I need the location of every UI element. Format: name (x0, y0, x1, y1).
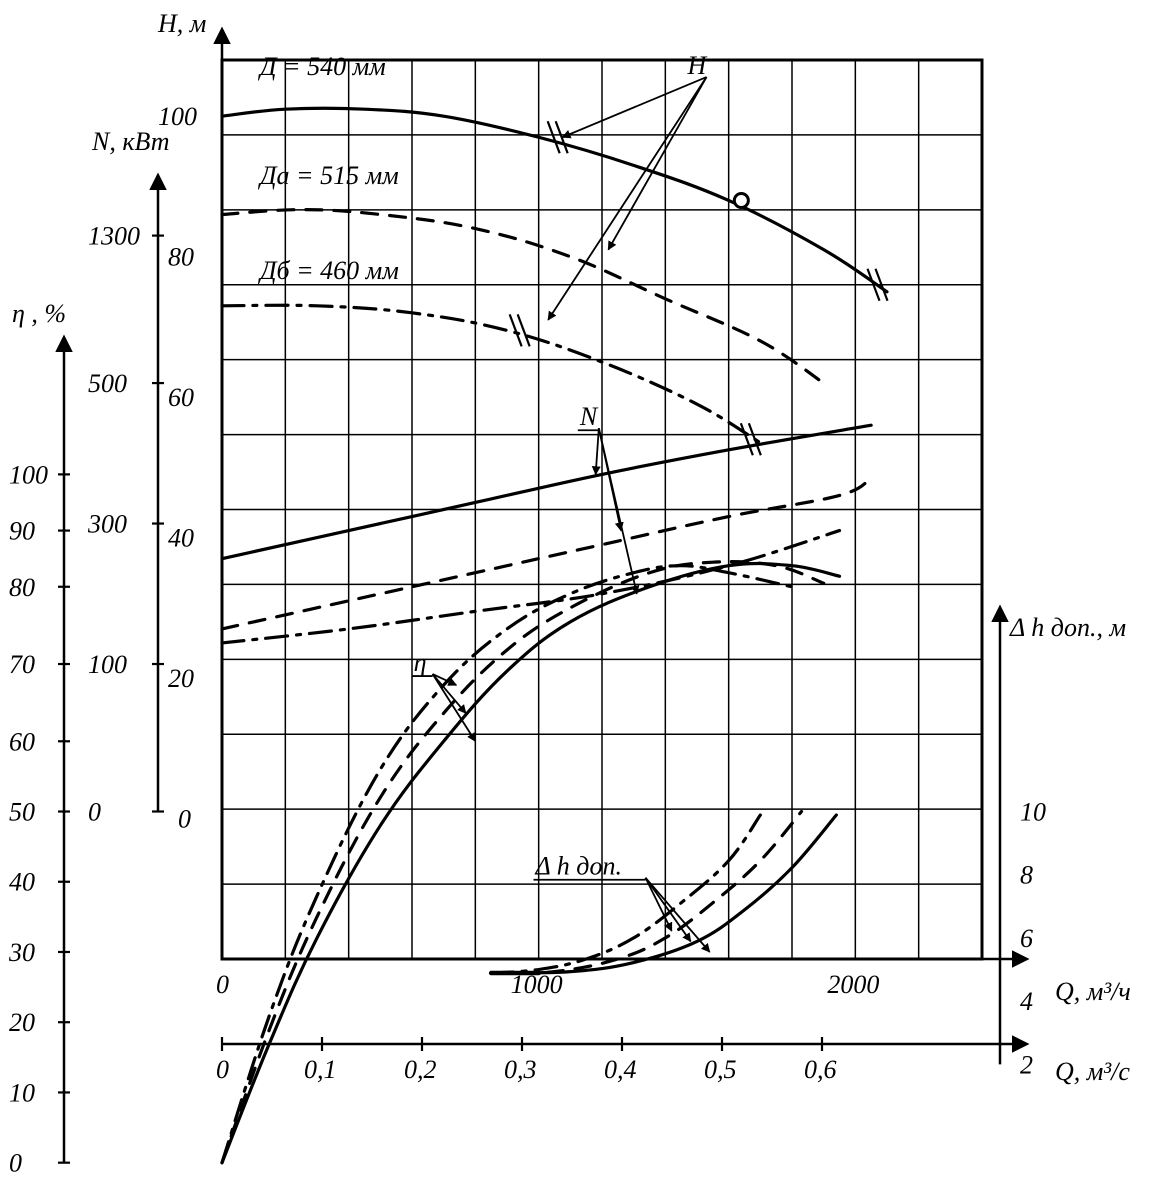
axis-dh-tick: 4 (1020, 987, 1033, 1016)
axis-eta-tick: 40 (9, 868, 35, 897)
pump-characteristic-chart: H, м100806040200N, кВт13005003001000η , … (0, 0, 1169, 1200)
axis-H-tick: 60 (168, 383, 194, 412)
curve-dh-solid (491, 815, 836, 973)
axis-eta-tick: 20 (9, 1008, 35, 1037)
axis-dh-tick: 2 (1020, 1050, 1033, 1079)
axis-N-title: N, кВт (91, 127, 169, 156)
axis-Qh-tick: 0 (216, 970, 229, 999)
axis-eta-tick: 80 (9, 573, 35, 602)
label-Db460: Дб = 460 мм (257, 256, 399, 285)
axis-N-tick: 1300 (88, 222, 140, 251)
axis-dh-tick: 10 (1020, 798, 1046, 827)
callout-N: N (579, 402, 599, 431)
axis-Qs-tick: 0,1 (304, 1055, 337, 1084)
axis-H-title: H, м (157, 9, 206, 38)
axis-Qs-tick: 0,5 (704, 1055, 737, 1084)
axis-Qs-tick: 0,6 (804, 1055, 837, 1084)
curve-H-dashdot (222, 305, 760, 443)
callout-H: H (687, 51, 708, 80)
axis-Qh-tick: 2000 (827, 970, 879, 999)
axis-N-tick: 500 (88, 369, 127, 398)
axis-N-tick: 0 (88, 798, 101, 827)
axis-eta-tick: 0 (9, 1149, 22, 1178)
curve-N-solid (222, 425, 871, 558)
curve-H-dashed (222, 210, 824, 383)
axis-eta-tick: 30 (8, 938, 35, 967)
axis-Qs-tick: 0,3 (504, 1055, 537, 1084)
axis-dh-tick: 8 (1020, 861, 1033, 890)
axis-dh-title: Δ h доп., м (1009, 613, 1126, 642)
axis-H-tick: 40 (168, 524, 194, 553)
axis-H-tick: 20 (168, 664, 194, 693)
axis-Qs-tick: 0,2 (404, 1055, 437, 1084)
axis-Qh-title: Q, м³/ч (1055, 977, 1131, 1006)
axis-Qs-tick: 0 (216, 1055, 229, 1084)
axis-eta-tick: 100 (9, 460, 48, 489)
callout-N-pointer (599, 428, 637, 594)
callout-dh-pointer (646, 878, 691, 942)
axis-Qs-title: Q, м³/с (1055, 1057, 1130, 1086)
axis-dh-tick: 6 (1020, 924, 1033, 953)
curve-dh-dashed (491, 812, 801, 974)
axis-H-tick: 80 (168, 243, 194, 272)
axis-eta-title: η , % (12, 299, 66, 328)
axis-eta-tick: 50 (9, 798, 35, 827)
callout-H-pointer (562, 77, 706, 137)
axis-H-tick: 0 (178, 805, 191, 834)
axis-Qs-tick: 0,4 (604, 1055, 637, 1084)
curve-N-dashdot (222, 531, 840, 643)
axis-N-tick: 300 (87, 510, 127, 539)
axis-N-tick: 100 (88, 650, 127, 679)
label-D540: Д = 540 мм (257, 52, 386, 81)
nominal-point-marker (734, 193, 748, 207)
axis-eta-tick: 10 (9, 1078, 35, 1107)
callout-eta: η (414, 648, 427, 677)
axis-eta-tick: 90 (9, 517, 35, 546)
callout-dh: Δ h доп. (535, 852, 622, 881)
curve-dh-dashdot (491, 815, 760, 973)
label-Da515: Да = 515 мм (257, 161, 399, 190)
axis-eta-tick: 70 (9, 650, 35, 679)
callout-H-pointer (548, 77, 706, 320)
grid (222, 60, 982, 959)
axis-eta-tick: 60 (9, 727, 35, 756)
